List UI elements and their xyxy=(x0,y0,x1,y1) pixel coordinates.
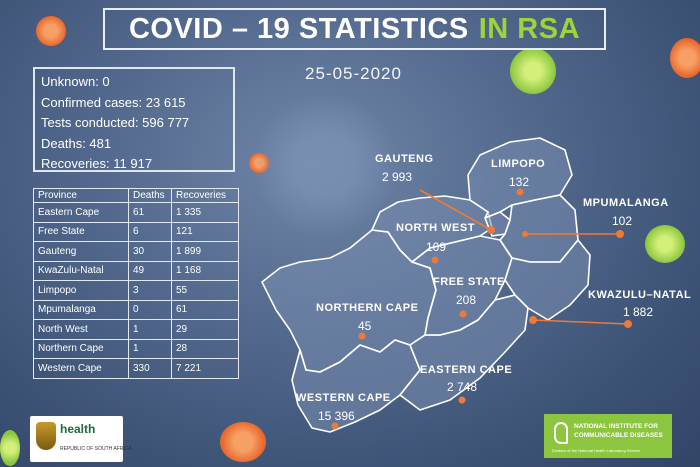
free-state-marker xyxy=(459,310,467,318)
stat-deaths: Deaths: 481 xyxy=(41,135,112,151)
virus-green-icon xyxy=(645,225,685,263)
value-free-state: 208 xyxy=(456,293,477,307)
value-western-cape: 15 396 xyxy=(318,409,355,423)
report-date: 25-05-2020 xyxy=(305,64,402,83)
nicd-text-3: Division of the National Health Laborato… xyxy=(552,448,641,453)
limpopo-marker xyxy=(516,188,524,196)
mpumalanga-marker xyxy=(616,230,624,238)
virus-green-icon xyxy=(510,48,556,94)
north-west-marker xyxy=(431,256,439,264)
health-department-logo: health REPUBLIC OF SOUTH AFRICA xyxy=(30,416,132,462)
table-row: Eastern Cape 61 1 335 xyxy=(33,202,239,223)
label-gauteng: GAUTENG xyxy=(375,153,434,165)
table-row: North West 1 29 xyxy=(33,319,239,340)
table-header-row: Province Deaths Recoveries xyxy=(33,188,239,203)
page-title: COVID – 19 STATISTICS IN RSA xyxy=(103,8,606,50)
mpumalanga-marker-start xyxy=(522,231,528,237)
gauteng-marker xyxy=(487,226,495,234)
virus-orange-icon xyxy=(220,422,266,462)
nicd-text-1: NATIONAL INSTITUTE FOR xyxy=(574,423,658,430)
virus-orange-icon xyxy=(670,38,700,78)
virus-blob-icon xyxy=(250,95,400,235)
table-row: Limpopo 3 55 xyxy=(33,280,239,301)
table-row: Gauteng 30 1 899 xyxy=(33,241,239,262)
western-cape-marker xyxy=(331,422,339,430)
stat-unknown: Unknown: 0 xyxy=(41,74,110,89)
gauteng-connector xyxy=(419,189,492,231)
table-header: Recoveries xyxy=(171,188,239,203)
health-logo-subtext: REPUBLIC OF SOUTH AFRICA xyxy=(60,446,132,452)
nicd-logo: NATIONAL INSTITUTE FOR COMMUNICABLE DISE… xyxy=(544,414,672,458)
nicd-text-2: COMMUNICABLE DISEASES xyxy=(574,432,663,439)
label-north-west: NORTH WEST xyxy=(396,222,475,234)
value-kwazulu-natal: 1 882 xyxy=(623,305,654,319)
stat-confirmed: Confirmed cases: 23 615 xyxy=(41,94,186,110)
label-kwazulu-natal: KWAZULU–NATAL xyxy=(588,289,692,301)
eastern-cape-marker xyxy=(458,396,466,404)
table-row: Northern Cape 1 28 xyxy=(33,338,239,359)
province-table: Province Deaths Recoveries Eastern Cape 6… xyxy=(33,188,239,379)
province-kwazulu-natal xyxy=(504,239,591,321)
title-main: COVID – 19 STATISTICS xyxy=(128,12,469,45)
northern-cape-marker xyxy=(358,332,366,340)
virus-green-icon xyxy=(0,430,20,466)
table-header: Province xyxy=(33,188,129,203)
value-north-west: 109 xyxy=(426,240,447,254)
kzn-marker-start xyxy=(529,316,537,324)
stat-recoveries: Recoveries: 11 917 xyxy=(41,156,153,171)
virus-orange-icon xyxy=(36,16,66,46)
kzn-connector xyxy=(532,319,629,325)
table-cell: 1 899 xyxy=(171,241,239,262)
kzn-marker xyxy=(624,320,632,328)
summary-stats-box: Unknown: 0 Confirmed cases: 23 615 Tests… xyxy=(33,67,235,172)
label-northern-cape: NORTHERN CAPE xyxy=(316,302,419,314)
title-highlight: IN RSA xyxy=(478,12,581,45)
table-row: Free State 6 121 xyxy=(33,221,239,242)
label-mpumalanga: MPUMALANGA xyxy=(583,197,669,209)
label-western-cape: WESTERN CAPE xyxy=(296,392,391,404)
nicd-emblem-icon xyxy=(554,422,568,444)
value-mpumalanga: 102 xyxy=(612,214,633,228)
table-cell: 7 221 xyxy=(171,358,239,379)
stat-tests: Tests conducted: 596 777 xyxy=(41,115,190,130)
health-logo-text: health xyxy=(60,422,96,436)
value-gauteng: 2 993 xyxy=(382,170,413,184)
value-eastern-cape: 2 748 xyxy=(447,380,478,394)
label-eastern-cape: EASTERN CAPE xyxy=(420,364,513,376)
label-free-state: FREE STATE xyxy=(433,276,505,288)
province-limpopo xyxy=(467,137,573,219)
table-row: Mpumalanga 0 61 xyxy=(33,299,239,320)
label-limpopo: LIMPOPO xyxy=(491,158,546,170)
table-row: Western Cape 330 7 221 xyxy=(33,358,239,379)
value-northern-cape: 45 xyxy=(358,319,372,333)
coat-of-arms-icon xyxy=(36,422,56,450)
value-limpopo: 132 xyxy=(509,175,530,189)
province-mpumalanga xyxy=(499,194,579,263)
